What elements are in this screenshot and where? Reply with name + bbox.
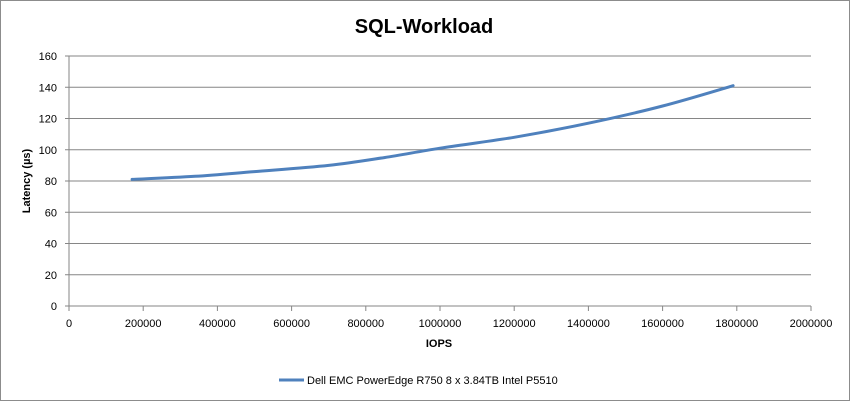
legend: Dell EMC PowerEdge R750 8 x 3.84TB Intel… — [279, 375, 558, 387]
x-tick-label: 1400000 — [567, 318, 610, 330]
x-tick-label: 200000 — [125, 318, 162, 330]
x-tick-label: 1600000 — [641, 318, 684, 330]
x-tick-label: 0 — [66, 318, 72, 330]
x-tick-label: 1000000 — [419, 318, 462, 330]
series-group — [130, 84, 735, 181]
y-tick-label: 40 — [45, 239, 57, 251]
legend-label: Dell EMC PowerEdge R750 8 x 3.84TB Intel… — [307, 375, 558, 387]
y-tick-label: 20 — [45, 270, 57, 282]
axes — [65, 55, 812, 311]
y-tick-labels: 0 20 40 60 80 100 120 140 160 — [39, 51, 57, 313]
y-tick-label: 60 — [45, 207, 57, 219]
x-axis-title: IOPS — [426, 338, 452, 350]
x-tick-label: 600000 — [273, 318, 310, 330]
gridlines — [69, 55, 811, 276]
x-tick-label: 1800000 — [715, 318, 758, 330]
y-tick-label: 80 — [45, 176, 57, 188]
y-tick-label: 100 — [39, 145, 57, 157]
x-tick-labels: 0 200000 400000 600000 800000 1000000 1200000 1… — [66, 318, 832, 330]
x-tick-label: 1200000 — [493, 318, 536, 330]
chart-title: SQL-Workload — [355, 16, 494, 38]
y-tick-label: 140 — [39, 82, 57, 94]
y-tick-label: 120 — [39, 114, 57, 126]
x-tick-label: 400000 — [199, 318, 236, 330]
series-line — [130, 84, 735, 181]
y-axis-title: Latency (µs) — [21, 148, 33, 213]
y-tick-label: 160 — [39, 51, 57, 63]
y-tick-label: 0 — [51, 301, 57, 313]
x-tick-label: 800000 — [347, 318, 384, 330]
x-tick-label: 2000000 — [790, 318, 833, 330]
